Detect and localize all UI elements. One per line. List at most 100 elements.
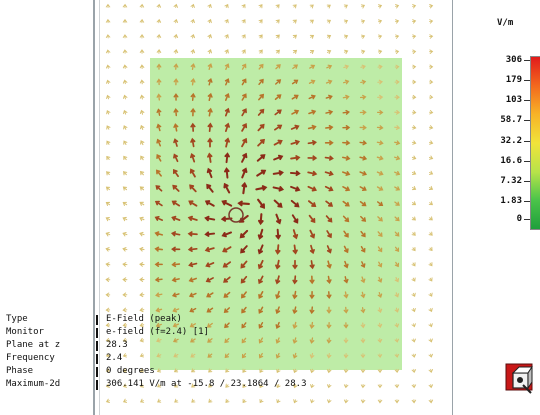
field-arrow (290, 185, 301, 192)
field-arrow (292, 337, 298, 344)
field-arrow (258, 337, 264, 344)
field-arrow (290, 139, 301, 146)
field-arrow (411, 110, 417, 115)
field-arrow (428, 216, 433, 221)
field-arrow (342, 109, 350, 115)
field-arrow (139, 201, 145, 206)
field-arrow (241, 152, 248, 163)
field-arrow (394, 292, 400, 298)
field-arrow (241, 137, 248, 148)
field-arrow (291, 79, 299, 85)
field-arrow (292, 321, 298, 330)
field-arrow (190, 107, 196, 117)
info-row-plane: Plane at z 28.3 (6, 340, 446, 353)
field-arrow (173, 353, 179, 358)
field-arrow (222, 261, 232, 268)
field-arrow (309, 49, 315, 55)
field-arrow (292, 306, 298, 315)
field-arrow (343, 384, 349, 389)
field-arrow (207, 338, 213, 343)
field-arrow (395, 49, 400, 54)
field-arrow (156, 169, 162, 177)
field-arrow (276, 383, 281, 389)
field-arrow (122, 216, 128, 222)
field-arrow (225, 383, 230, 388)
field-arrow (139, 292, 145, 298)
e-field-arrow-plot[interactable] (100, 0, 452, 415)
field-arrow (105, 232, 111, 237)
field-arrow (207, 63, 213, 71)
field-arrow (428, 399, 434, 404)
field-arrow (189, 184, 197, 193)
field-arrow (275, 34, 280, 39)
field-arrow (155, 322, 162, 328)
field-arrow (241, 337, 247, 344)
field-arrow (275, 228, 281, 240)
field-arrow (171, 215, 181, 221)
field-arrow (173, 138, 179, 147)
field-arrow (106, 171, 111, 176)
field-arrow (187, 231, 198, 237)
field-arrow (190, 353, 196, 358)
field-arrow (241, 19, 246, 24)
field-arrow (325, 200, 334, 207)
field-arrow (155, 292, 163, 298)
info-separator (96, 367, 98, 377)
field-arrow (309, 34, 315, 39)
info-value: e-field (f=2.4) [1] (106, 327, 209, 337)
info-separator (96, 315, 98, 325)
field-arrow (122, 79, 128, 85)
field-arrow (241, 49, 246, 54)
field-arrow (122, 186, 128, 191)
field-arrow (428, 338, 433, 343)
field-arrow (123, 140, 128, 145)
field-arrow (241, 34, 246, 39)
field-arrow (309, 275, 315, 285)
field-arrow (310, 399, 315, 404)
plot-left-border (93, 0, 95, 415)
field-arrow (156, 338, 162, 343)
field-arrow (360, 4, 366, 9)
field-arrow (359, 200, 367, 207)
field-arrow (342, 94, 350, 100)
field-arrow (360, 19, 366, 24)
field-arrow (173, 93, 179, 101)
field-arrow (241, 291, 247, 299)
field-arrow (376, 125, 384, 131)
field-arrow (139, 337, 145, 343)
field-arrow (189, 307, 197, 313)
field-arrow (225, 368, 230, 373)
field-arrow (105, 353, 110, 358)
field-arrow (428, 201, 434, 206)
field-arrow (394, 125, 401, 130)
legend-tick-label: 32.2 (500, 136, 522, 146)
field-arrow (106, 94, 111, 100)
field-arrow (376, 170, 384, 176)
field-arrow (309, 64, 316, 69)
field-arrow (224, 34, 229, 39)
field-arrow (223, 291, 231, 298)
field-arrow (377, 216, 383, 222)
field-arrow (122, 368, 127, 373)
field-arrow (326, 337, 332, 344)
field-arrow (290, 199, 300, 208)
field-arrow (394, 79, 400, 85)
field-arrow (360, 322, 366, 329)
axis-orientation-icon[interactable] (505, 362, 535, 396)
field-arrow (276, 368, 281, 374)
field-arrow (342, 140, 351, 146)
field-arrow (205, 277, 214, 283)
field-arrow (275, 321, 281, 329)
field-arrow (156, 33, 162, 39)
field-arrow (139, 186, 145, 191)
field-arrow (326, 34, 332, 39)
field-arrow (429, 94, 434, 100)
field-arrow (139, 368, 145, 373)
field-arrows (105, 3, 434, 404)
field-arrow (429, 79, 434, 85)
field-arrow (275, 259, 281, 270)
field-arrow (258, 321, 264, 329)
field-arrow (259, 383, 264, 389)
field-arrow (360, 245, 366, 253)
